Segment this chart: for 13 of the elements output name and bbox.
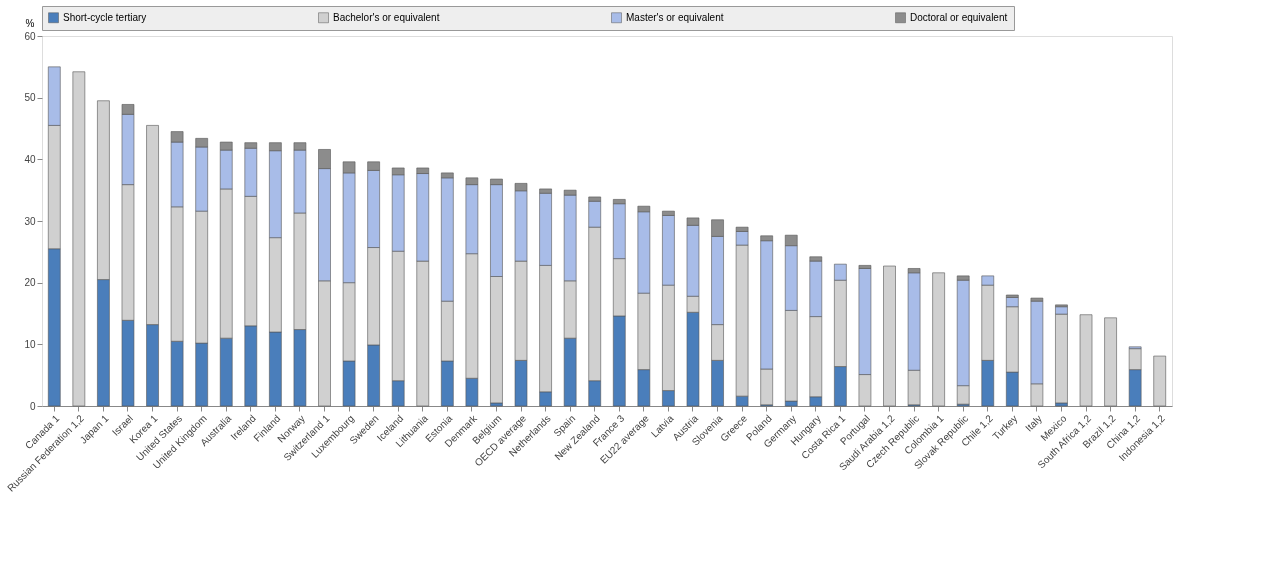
y-tick-label: 50 bbox=[24, 92, 36, 104]
legend-label: Bachelor's or equivalent bbox=[333, 11, 440, 23]
y-tick-label: 0 bbox=[29, 400, 36, 412]
legend-label: Doctoral or equivalent bbox=[910, 11, 1008, 23]
legend-label: Master's or equivalent bbox=[626, 11, 724, 23]
y-tick-label: 40 bbox=[24, 153, 36, 165]
y-tick-label: 10 bbox=[24, 338, 36, 350]
legend-label: Short-cycle tertiary bbox=[63, 11, 147, 23]
y-tick-label: 30 bbox=[24, 215, 36, 227]
y-axis-title: % bbox=[25, 17, 35, 29]
x-tick-label: Italy bbox=[1023, 412, 1044, 434]
y-tick-label: 60 bbox=[24, 30, 36, 42]
y-tick-label: 20 bbox=[24, 277, 36, 289]
